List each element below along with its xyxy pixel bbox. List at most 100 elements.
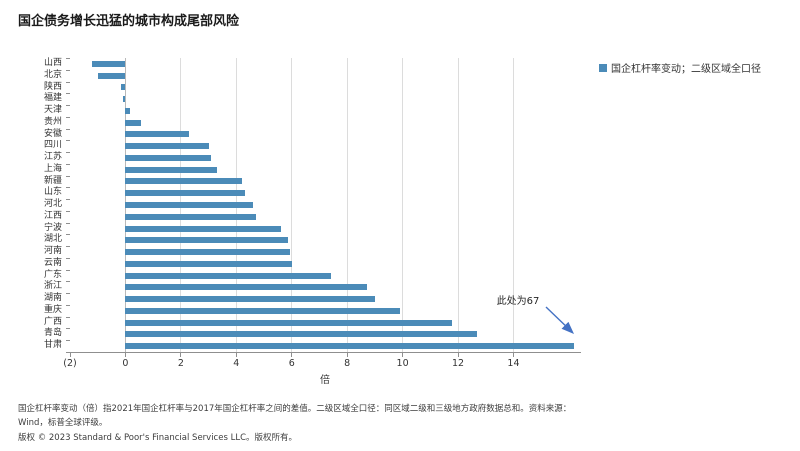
bar (92, 60, 126, 67)
x-axis-tick (291, 353, 293, 357)
y-category-label: 广西 (43, 316, 62, 327)
y-axis-tick (66, 116, 70, 118)
y-category-label: 浙江 (43, 281, 62, 292)
y-category-label: 河南 (43, 246, 62, 257)
y-category-label: 福建 (43, 93, 62, 104)
y-axis-tick (66, 269, 70, 271)
x-tick-label: 6 (288, 358, 295, 369)
y-category-label: 江苏 (43, 152, 62, 163)
bar (125, 213, 256, 220)
y-axis-tick (66, 234, 70, 236)
y-category-label: 湖北 (43, 234, 62, 245)
x-axis-tick (180, 353, 182, 357)
bar (125, 225, 281, 232)
bar (125, 237, 288, 244)
x-axis-tick (124, 353, 126, 357)
bar (125, 107, 130, 114)
bar (125, 307, 400, 314)
x-axis-title: 倍 (320, 375, 330, 386)
y-category-label: 重庆 (43, 304, 62, 315)
y-category-label: 山东 (43, 187, 62, 198)
y-category-label: 贵州 (43, 116, 62, 127)
gridline (291, 58, 293, 352)
bar (125, 343, 575, 350)
y-axis-tick (66, 293, 70, 295)
x-axis-tick (235, 353, 237, 357)
bar (97, 72, 126, 79)
y-axis-tick (66, 105, 70, 107)
chart-title: 国企债务增长迅猛的城市构成尾部风险 (18, 14, 240, 29)
x-tick-label: 12 (451, 358, 465, 369)
bar (125, 260, 292, 267)
y-category-label: 四川 (43, 140, 62, 151)
bar (125, 143, 209, 150)
y-axis-tick (66, 304, 70, 306)
y-category-label: 湖南 (43, 293, 62, 304)
bar (125, 166, 217, 173)
y-axis-tick (66, 328, 70, 330)
y-axis-tick (66, 352, 70, 353)
y-category-label: 云南 (43, 257, 62, 268)
bar (125, 178, 242, 185)
y-axis-tick (66, 316, 70, 318)
y-axis-tick (66, 81, 70, 83)
plot-area (70, 58, 580, 352)
bar (121, 84, 126, 91)
gridline (457, 58, 459, 352)
y-axis-tick (66, 140, 70, 142)
y-axis-tick (66, 246, 70, 248)
x-axis-tick (512, 353, 514, 357)
bar (125, 119, 141, 126)
bar (125, 272, 331, 279)
y-category-label: 山西 (43, 58, 62, 68)
x-axis-tick (402, 353, 404, 357)
y-category-label: 天津 (43, 105, 62, 116)
y-axis-tick (66, 128, 70, 130)
y-category-label: 北京 (43, 69, 62, 80)
y-axis-tick (66, 175, 70, 177)
y-category-label: 广东 (43, 269, 62, 280)
legend-label: 国企杠杆率变动；二级区域全口径 (611, 64, 761, 75)
bar (125, 154, 212, 161)
x-axis-tick (457, 353, 459, 357)
y-axis-tick (66, 93, 70, 95)
bar (125, 249, 291, 256)
bar (125, 202, 253, 208)
footnote-line1: 国企杠杆率变动（倍）指2021年国企杠杆率与2017年国企杠杆率之间的差值。二级… (18, 404, 572, 414)
footnote-line2: Wind，标普全球评级。 (18, 418, 108, 428)
x-tick-label: 8 (344, 358, 351, 369)
legend-swatch-icon (599, 63, 607, 72)
copyright-notice: 版权 © 2023 Standard & Poor's Financial Se… (18, 433, 297, 443)
annotation-arrow-icon (545, 306, 575, 334)
y-axis-tick (66, 340, 70, 342)
gridline (346, 58, 348, 352)
x-tick-label: 14 (507, 358, 520, 369)
bar (125, 131, 190, 138)
y-axis-tick (66, 187, 70, 189)
y-axis-tick (66, 281, 70, 283)
annotation-label: 此处为67 (496, 296, 540, 307)
bar (125, 284, 367, 291)
y-category-label: 河北 (43, 199, 62, 210)
y-axis-tick (66, 163, 70, 165)
y-category-label: 上海 (43, 163, 62, 174)
y-axis-tick (66, 199, 70, 201)
y-axis-tick (66, 257, 70, 259)
x-tick-label: 10 (396, 358, 409, 369)
bar (125, 190, 245, 197)
x-tick-label: 0 (122, 358, 129, 369)
x-tick-label: (2) (63, 358, 77, 369)
x-axis-line (70, 352, 581, 353)
y-category-label: 江西 (43, 210, 62, 221)
y-axis-tick (66, 152, 70, 154)
y-axis-tick (66, 222, 70, 224)
y-category-label: 甘肃 (43, 340, 62, 351)
y-category-label: 宁波 (43, 222, 62, 233)
x-tick-label: 2 (177, 358, 184, 369)
gridline (512, 58, 514, 352)
legend: 国企杠杆率变动；二级区域全口径 (599, 60, 761, 75)
gridline (402, 58, 404, 352)
y-category-label: 陕西 (43, 81, 62, 92)
y-category-label: 安徽 (43, 128, 62, 139)
